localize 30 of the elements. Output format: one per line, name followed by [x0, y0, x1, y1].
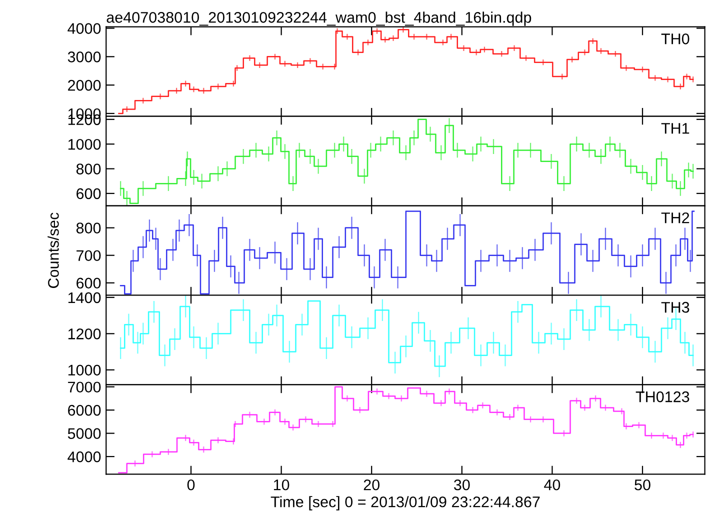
y-tick-label: 1200: [68, 328, 101, 340]
y-tick-label: 1400: [68, 292, 101, 304]
y-tick-label: 600: [76, 188, 101, 200]
x-axis-title: Time [sec] 0 = 2013/01/09 23:22:44.867: [270, 496, 540, 510]
y-tick-label: 600: [76, 278, 101, 289]
y-tick-label: 7000: [68, 382, 101, 393]
y-tick-label: 700: [76, 250, 101, 262]
y-tick-label: 6000: [68, 404, 101, 416]
series-label: TH2: [661, 212, 690, 224]
y-tick-label: 1000: [68, 138, 101, 150]
chart-title: ae407038010_20130109232244_wam0_bst_4band_16bin.qdp: [106, 12, 532, 26]
y-tick-label: 1000: [68, 364, 101, 376]
x-tick-label: 0: [187, 479, 195, 490]
x-tick-label: 10: [274, 479, 290, 490]
x-tick-label: 30: [454, 479, 470, 490]
series-label: TH1: [661, 123, 690, 134]
y-tick-label: 4000: [68, 451, 101, 462]
series-label: TH0123: [636, 391, 690, 402]
y-tick-label: 2000: [68, 80, 101, 91]
y-tick-label: 800: [76, 222, 101, 234]
x-tick-label: 20: [364, 479, 380, 490]
y-axis-title: Counts/sec: [48, 212, 59, 288]
y-tick-label: 5000: [68, 428, 101, 439]
series-label: TH3: [661, 302, 690, 313]
x-tick-label: 50: [634, 479, 650, 490]
series-label: TH0: [661, 34, 690, 44]
y-tick-label: 4000: [68, 23, 101, 34]
x-tick-label: 40: [544, 479, 560, 490]
y-tick-label: 800: [76, 164, 101, 174]
y-tick-label: 3000: [68, 52, 101, 62]
